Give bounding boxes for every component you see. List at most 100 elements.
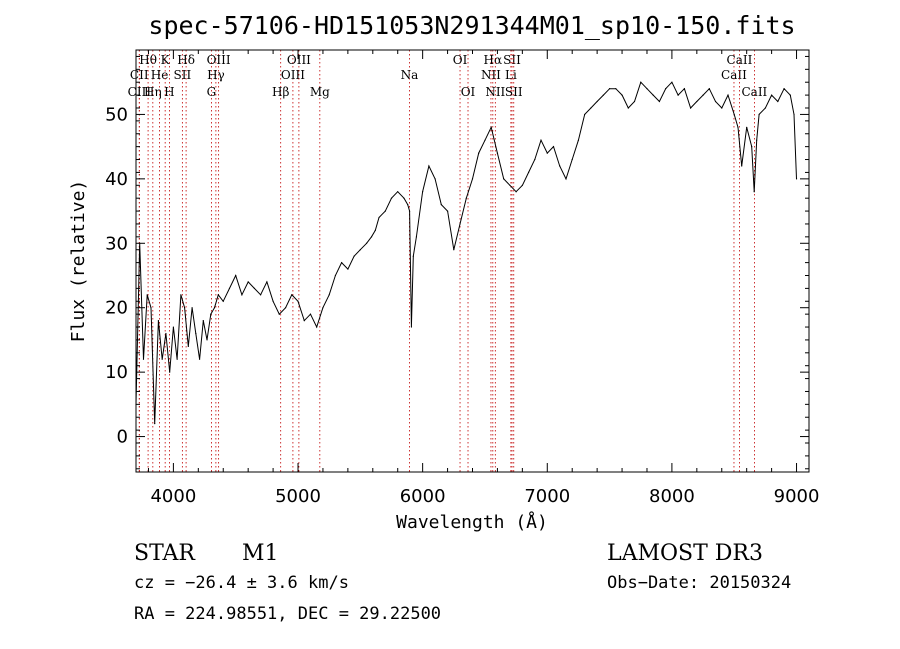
data-point [652,94,654,96]
data-point [746,126,748,128]
y-axis-ticks: 0 10 20 30 40 50 [105,55,809,470]
data-point [222,300,224,302]
data-point [434,178,436,180]
data-point [150,307,152,309]
data-point [359,249,361,251]
data-point [353,255,355,257]
data-point [408,210,411,212]
data-point [565,178,567,180]
y-tick-label: 40 [105,169,128,190]
data-point [407,204,409,206]
data-point [758,113,760,116]
data-point [596,100,598,103]
data-point [509,184,511,186]
data-point [384,210,386,212]
data-point [584,113,586,116]
data-point [176,358,178,360]
plot-frame [135,49,810,473]
data-point [341,262,343,264]
x-axis-label: Wavelength (Å) [396,511,548,533]
data-point [496,152,499,154]
line-label: H [164,85,174,99]
data-point [552,146,555,148]
data-point [702,94,704,96]
x-tick-label: 9000 [774,486,820,507]
data-point [484,139,486,141]
line-label: NII [481,68,501,82]
data-point [471,178,474,180]
data-point [621,94,623,96]
line-label: OI [453,53,468,67]
data-point [410,326,413,328]
x-tick-label: 8000 [649,486,695,507]
line-label: Li [505,68,517,82]
data-point [378,216,380,219]
data-point [646,88,648,90]
data-point [727,94,729,96]
data-point [266,281,268,283]
data-point [334,274,337,277]
data-point [316,326,318,328]
data-point [737,126,739,128]
line-label: Hη [144,85,162,99]
data-point [347,268,349,270]
data-point [602,94,604,96]
data-point [690,107,692,109]
data-point [571,158,573,161]
data-point [260,294,262,296]
y-tick-label: 10 [105,362,128,383]
coordinates: RA = 224.98551, DEC = 29.22500 [134,604,441,624]
data-point [459,223,461,225]
line-label: Hθ [139,53,157,67]
data-point [771,94,773,96]
data-point [403,197,405,199]
data-point [291,294,293,296]
data-point [527,171,530,174]
data-point [374,229,376,231]
data-point [213,307,216,309]
data-point [422,191,424,193]
line-label: Hγ [207,68,225,82]
data-point [577,139,580,141]
data-point [415,236,418,238]
line-label: He [151,68,169,82]
line-label: OIII [281,68,305,82]
data-point [615,88,617,90]
data-point [741,165,743,167]
observation-date: Obs−Date: 20150324 [607,573,791,593]
line-label: CIII [128,85,152,99]
data-point [446,210,449,212]
data-point [180,294,182,296]
data-point [540,139,542,141]
data-point [198,358,201,360]
line-label: CaII [721,68,747,82]
line-label: Mg [310,85,330,99]
data-point [751,146,753,148]
x-tick-label: 6000 [400,486,446,507]
data-point [559,165,561,167]
data-point [521,184,523,186]
data-point [777,100,779,103]
data-point [490,126,492,128]
data-point [165,332,167,335]
spectrum-line [135,81,797,424]
data-point [515,191,517,193]
line-label: K [161,53,171,67]
data-point [191,307,193,309]
data-point [608,88,611,90]
data-point [217,294,219,296]
data-point [683,88,685,90]
data-point [756,139,758,141]
data-point [142,358,145,360]
data-point [503,178,505,180]
data-point [733,113,735,116]
data-point [187,345,189,347]
y-tick-label: 50 [105,104,128,125]
data-point [412,255,414,257]
chart-title: spec-57106-HD151053N291344M01_sp10-150.f… [148,11,795,40]
data-point [228,287,231,289]
x-tick-label: 4000 [150,486,196,507]
data-point [303,319,305,322]
data-point [696,100,698,103]
